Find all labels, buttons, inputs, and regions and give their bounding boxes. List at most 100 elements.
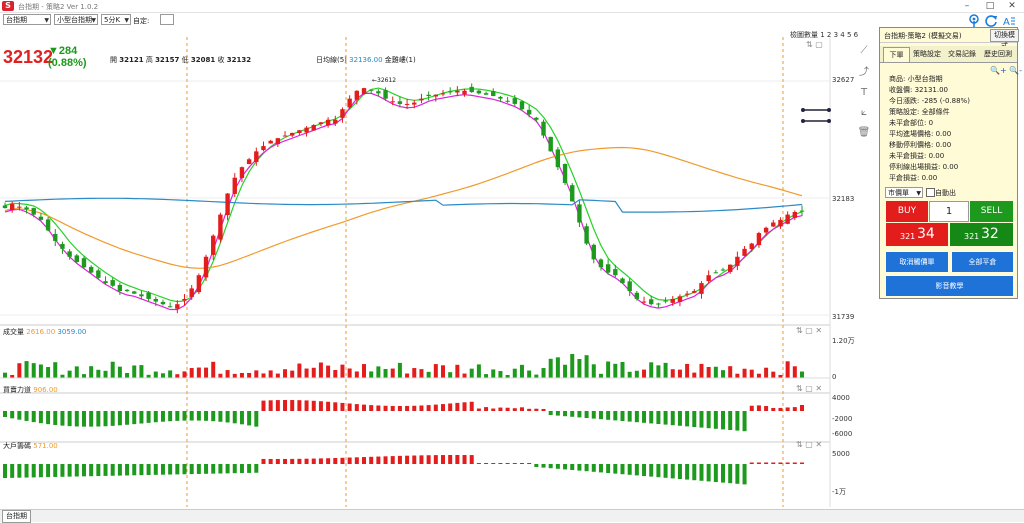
quantity-input[interactable]: 1 <box>929 201 969 222</box>
chip-bar <box>218 464 223 474</box>
force-bar <box>677 411 682 426</box>
chip-bar <box>153 464 158 475</box>
candle-body <box>261 146 266 151</box>
volume-bar <box>598 373 603 378</box>
force-bar <box>168 411 173 422</box>
maximize-button[interactable]: □ <box>985 1 995 11</box>
ray-tool-icon[interactable]: ⤴ <box>859 67 869 78</box>
ask-price-button[interactable]: 321 32 <box>950 223 1013 246</box>
custom-period-input[interactable] <box>160 14 174 25</box>
candle-body <box>60 243 65 249</box>
volume-bar <box>239 372 244 378</box>
force-bar <box>232 411 237 424</box>
force-bar <box>10 411 15 419</box>
signal-icon[interactable] <box>967 14 981 28</box>
buy-button[interactable]: BUY <box>886 201 928 222</box>
volume-bar <box>570 353 575 378</box>
refresh-icon[interactable] <box>984 14 998 28</box>
window-title: 台指期 - 策略2 Ver 1.0.2 <box>18 3 99 11</box>
candle-body <box>584 226 589 244</box>
candle-body <box>153 298 158 302</box>
chip-bar <box>771 462 776 464</box>
minimize-button[interactable]: – <box>964 1 970 11</box>
tab-trade-log[interactable]: 交易記錄 <box>948 50 976 58</box>
chip-bar <box>706 464 711 482</box>
panel-controls[interactable]: ⇅ ▢ <box>806 40 823 49</box>
info-line: 策略設定: 全部條件 <box>889 108 950 116</box>
auto-exit-checkbox[interactable] <box>926 188 935 197</box>
force-bar <box>692 411 697 427</box>
trend-line-tool-icon[interactable]: ⟋ <box>860 45 868 56</box>
chip-bar <box>476 463 481 464</box>
force-bar <box>132 411 137 425</box>
candle-body <box>634 292 640 299</box>
close-window-button[interactable]: ✕ <box>1008 1 1016 11</box>
horizontal-line-markers[interactable] <box>801 106 831 126</box>
candle-body <box>735 256 740 266</box>
bid-price-button[interactable]: 321 34 <box>886 223 948 246</box>
volume-bar <box>728 366 733 378</box>
panel-controls[interactable]: ⇅ ▢ ✕ <box>796 384 823 393</box>
candle-body <box>96 270 101 278</box>
period-select[interactable]: 5分K ▼ <box>101 14 131 25</box>
force-bar <box>613 411 618 421</box>
candle-body <box>9 204 15 211</box>
chip-bar <box>685 464 690 480</box>
candle-body <box>318 122 324 125</box>
tab-order[interactable]: 下單 <box>883 47 910 62</box>
symbol-select[interactable]: 台指期 ▼ <box>3 14 51 25</box>
force-bar <box>512 408 517 411</box>
price-chart[interactable] <box>0 37 862 509</box>
chip-bar <box>426 455 431 464</box>
cancel-trigger-button[interactable]: 取消觸價單 <box>886 252 948 272</box>
contract-select[interactable]: 小型台指期 ▼ <box>54 14 98 25</box>
tab-strategy-settings[interactable]: 策略設定 <box>913 50 941 58</box>
video-tutorial-button[interactable]: 影音教學 <box>886 276 1013 296</box>
chip-bar <box>283 458 288 464</box>
chip-bar <box>132 464 137 476</box>
zoom-icons[interactable]: 🔍+ 🔍- <box>990 66 1023 75</box>
force-bar <box>53 411 58 425</box>
force-bar <box>369 405 374 411</box>
chip-bar <box>519 463 524 464</box>
chip-bar <box>261 458 266 464</box>
chip-bar <box>591 464 596 472</box>
volume-bar <box>261 373 266 378</box>
fib-tool-icon[interactable]: ⟀ <box>861 107 867 118</box>
chip-bar <box>340 457 345 464</box>
view-count-selector[interactable]: 檢圖數量 1 2 3 4 5 6 <box>790 31 859 39</box>
volume-bar <box>735 373 740 378</box>
force-bar <box>433 404 438 411</box>
chip-bar <box>764 462 769 464</box>
volume-bar <box>713 366 718 378</box>
switch-mode-button[interactable]: 切換模式 <box>990 29 1019 50</box>
ma-green-line <box>4 87 803 303</box>
trash-icon[interactable]: 🗑 <box>857 127 871 138</box>
candle-body <box>699 283 704 294</box>
candle-body <box>139 294 144 297</box>
candle-body <box>311 125 316 131</box>
panel-controls[interactable]: ⇅ ▢ ✕ <box>796 326 823 335</box>
sell-button[interactable]: SELL <box>970 201 1013 222</box>
tab-backtest[interactable]: 歷史回測 <box>984 50 1012 58</box>
close-all-button[interactable]: 全部平倉 <box>952 252 1013 272</box>
status-tab[interactable]: 台指期 <box>2 510 31 523</box>
volume-bar <box>577 358 582 378</box>
candle-body <box>24 207 29 210</box>
chip-bar <box>383 456 388 464</box>
candle-body <box>778 219 783 227</box>
text-tool-icon[interactable]: T <box>860 87 868 98</box>
volume-bar <box>534 374 539 378</box>
volume-bar <box>527 370 532 378</box>
font-size-icon[interactable]: A <box>1002 14 1016 28</box>
candle-body <box>232 177 237 194</box>
chip-bar <box>347 457 352 464</box>
force-bar <box>347 403 352 411</box>
force-bar <box>505 407 510 411</box>
chip-bar <box>713 464 718 482</box>
panel-controls[interactable]: ⇅ ▢ ✕ <box>796 440 823 449</box>
candle-body <box>110 280 115 286</box>
order-type-select[interactable]: 市價單 ▼ <box>885 187 923 198</box>
info-line: 移動停利價格: 0.00 <box>889 141 952 149</box>
title-bar <box>0 0 1024 13</box>
